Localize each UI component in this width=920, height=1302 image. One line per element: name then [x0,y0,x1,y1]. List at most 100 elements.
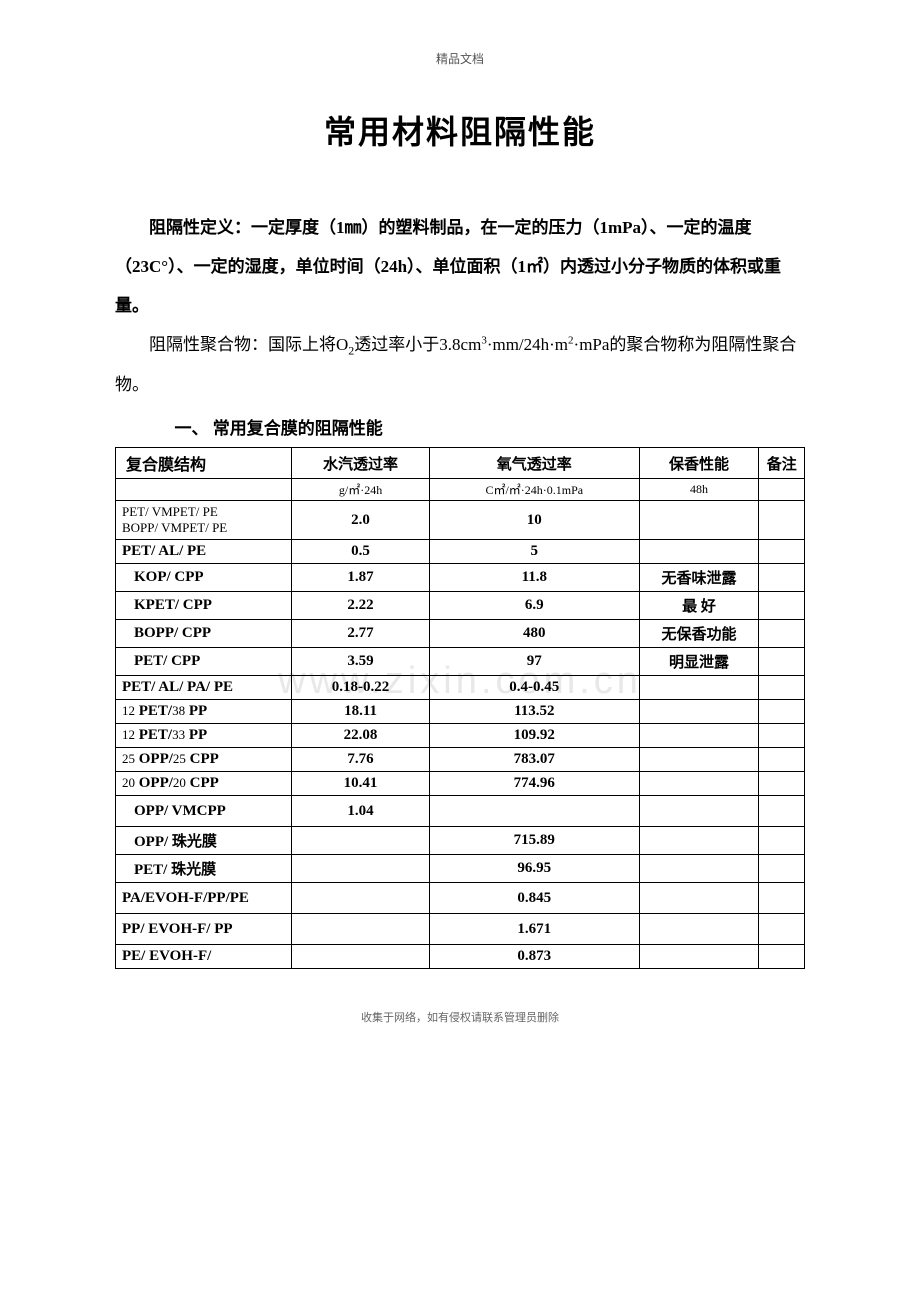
cell-aroma [639,724,759,748]
cell-water: 7.76 [292,748,430,772]
th-water: 水汽透过率 [292,448,430,479]
cell-aroma: 最 好 [639,592,759,620]
cell-aroma [639,540,759,564]
cell-note [759,540,805,564]
cell-note [759,501,805,540]
section-heading: 一、 常用复合膜的阻隔性能 [175,414,806,439]
cell-aroma [639,796,759,827]
cell-structure: KPET/ CPP [116,592,292,620]
cell-oxygen: 11.8 [429,564,639,592]
cell-aroma [639,883,759,914]
footer-label: 收集于网络，如有侵权请联系管理员删除 [115,1009,805,1025]
table-header-row: 复合膜结构 水汽透过率 氧气透过率 保香性能 备注 [116,448,805,479]
table-row: PE/ EVOH-F/0.873 [116,945,805,969]
cell-water: 2.0 [292,501,430,540]
cell-oxygen: 6.9 [429,592,639,620]
cell-note [759,748,805,772]
table-row: PET/ VMPET/ PEBOPP/ VMPET/ PE2.010 [116,501,805,540]
table-row: 20 OPP/20 CPP10.41774.96 [116,772,805,796]
cell-structure: 12 PET/38 PP [116,700,292,724]
cell-aroma: 无香味泄露 [639,564,759,592]
cell-note [759,700,805,724]
table-row: PET/ CPP3.5997明显泄露 [116,648,805,676]
cell-note [759,676,805,700]
cell-oxygen: 97 [429,648,639,676]
cell-structure: PET/ CPP [116,648,292,676]
cell-structure: PET/ VMPET/ PEBOPP/ VMPET/ PE [116,501,292,540]
cell-note [759,945,805,969]
cell-aroma [639,676,759,700]
cell-water: 2.77 [292,620,430,648]
sub-col3: C㎡/㎡·24h·0.1mPa [429,479,639,501]
th-aroma: 保香性能 [639,448,759,479]
para2-body-a: 国际上将O [268,335,348,354]
table-row: OPP/ VMCPP1.04 [116,796,805,827]
cell-oxygen: 5 [429,540,639,564]
cell-aroma [639,748,759,772]
paragraph-2: 阻隔性聚合物：国际上将O2透过率小于3.8cm3·mm/24h·m2·mPa的聚… [115,325,805,404]
cell-structure: KOP/ CPP [116,564,292,592]
th-structure: 复合膜结构 [116,448,292,479]
cell-oxygen: 0.873 [429,945,639,969]
cell-note [759,883,805,914]
th-note: 备注 [759,448,805,479]
cell-aroma [639,700,759,724]
table-row: OPP/ 珠光膜715.89 [116,827,805,855]
cell-structure: BOPP/ CPP [116,620,292,648]
cell-water [292,855,430,883]
cell-water: 1.87 [292,564,430,592]
cell-note [759,724,805,748]
cell-water [292,945,430,969]
table-row: PET/ AL/ PE0.55 [116,540,805,564]
table-row: 12 PET/38 PP18.11113.52 [116,700,805,724]
cell-note [759,772,805,796]
cell-oxygen: 113.52 [429,700,639,724]
cell-oxygen: 96.95 [429,855,639,883]
cell-water: 0.5 [292,540,430,564]
table-row: PP/ EVOH-F/ PP1.671 [116,914,805,945]
cell-oxygen: 0.845 [429,883,639,914]
table-row: PA/EVOH-F/PP/PE0.845 [116,883,805,914]
cell-structure: OPP/ VMCPP [116,796,292,827]
cell-note [759,914,805,945]
cell-oxygen: 783.07 [429,748,639,772]
cell-oxygen: 480 [429,620,639,648]
cell-aroma [639,914,759,945]
cell-structure: PET/ 珠光膜 [116,855,292,883]
cell-water: 2.22 [292,592,430,620]
cell-water: 22.08 [292,724,430,748]
cell-aroma [639,855,759,883]
cell-note [759,648,805,676]
cell-structure: PET/ AL/ PA/ PE [116,676,292,700]
table-row: PET/ AL/ PA/ PE0.18-0.220.4-0.45 [116,676,805,700]
cell-oxygen: 774.96 [429,772,639,796]
cell-water [292,883,430,914]
cell-note [759,592,805,620]
table-row: 12 PET/33 PP22.08109.92 [116,724,805,748]
cell-note [759,796,805,827]
cell-aroma [639,772,759,796]
cell-aroma: 无保香功能 [639,620,759,648]
cell-aroma [639,827,759,855]
table-subheader-row: g/㎡·24h C㎡/㎡·24h·0.1mPa 48h [116,479,805,501]
cell-structure: PE/ EVOH-F/ [116,945,292,969]
para2-body-b: 透过率小于3.8cm [354,335,481,354]
cell-aroma [639,945,759,969]
table-row: BOPP/ CPP2.77480无保香功能 [116,620,805,648]
sub-col4: 48h [639,479,759,501]
barrier-table: 复合膜结构 水汽透过率 氧气透过率 保香性能 备注 g/㎡·24h C㎡/㎡·2… [115,447,805,969]
cell-note [759,827,805,855]
cell-note [759,855,805,883]
cell-water: 18.11 [292,700,430,724]
cell-water: 10.41 [292,772,430,796]
cell-oxygen: 0.4-0.45 [429,676,639,700]
cell-water: 3.59 [292,648,430,676]
sub-col5 [759,479,805,501]
cell-structure: PET/ AL/ PE [116,540,292,564]
cell-structure: PP/ EVOH-F/ PP [116,914,292,945]
cell-structure: OPP/ 珠光膜 [116,827,292,855]
cell-structure: 12 PET/33 PP [116,724,292,748]
cell-aroma [639,501,759,540]
cell-aroma: 明显泄露 [639,648,759,676]
cell-structure: 20 OPP/20 CPP [116,772,292,796]
